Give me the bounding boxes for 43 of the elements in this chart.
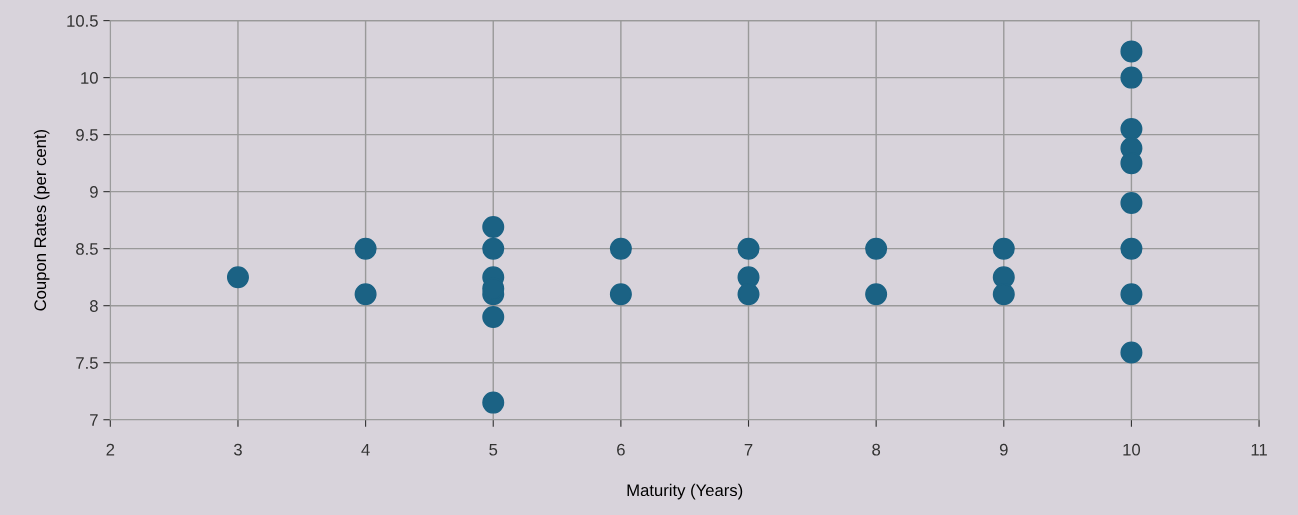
point xyxy=(865,283,888,306)
y-tick-label: 8.5 xyxy=(76,243,98,255)
y-tick-label: 7.5 xyxy=(76,357,98,369)
point xyxy=(1120,341,1143,364)
y-axis-title: Coupon Rates (per cent) xyxy=(33,129,50,311)
point xyxy=(1120,40,1143,63)
x-tick-label: 5 xyxy=(489,443,498,456)
point xyxy=(482,306,505,329)
point xyxy=(1120,237,1143,260)
point xyxy=(1120,66,1143,89)
x-tick-label: 4 xyxy=(361,443,370,456)
point xyxy=(1120,283,1143,306)
x-tick-label: 2 xyxy=(106,443,115,456)
point xyxy=(482,216,505,238)
point xyxy=(482,391,505,414)
y-tick-label: 10 xyxy=(81,72,98,84)
point xyxy=(992,237,1015,260)
x-axis-title: Maturity (Years) xyxy=(627,483,743,500)
x-tick-label: 6 xyxy=(617,443,625,456)
point xyxy=(609,237,632,260)
point xyxy=(609,283,632,306)
point xyxy=(482,237,505,260)
x-tick-label: 10 xyxy=(1123,443,1141,456)
x-tick-label: 8 xyxy=(872,443,881,456)
point xyxy=(1120,117,1143,140)
x-tick-label: 3 xyxy=(233,443,242,456)
y-tick-label: 7 xyxy=(90,414,98,426)
point xyxy=(865,237,888,260)
point xyxy=(1120,152,1143,175)
x-tick-label: 11 xyxy=(1251,443,1267,456)
y-tick-label: 9 xyxy=(90,186,98,198)
point xyxy=(354,283,377,306)
y-tick-label: 8 xyxy=(89,300,98,312)
point xyxy=(992,283,1015,306)
x-tick-label: 7 xyxy=(744,443,753,456)
point xyxy=(737,237,760,260)
x-tick-label: 9 xyxy=(999,443,1008,456)
point xyxy=(737,283,760,306)
y-tick-label: 10.5 xyxy=(67,15,98,27)
point xyxy=(354,237,377,260)
point xyxy=(226,266,249,289)
point xyxy=(1120,192,1143,215)
y-tick-label: 9.5 xyxy=(76,129,98,141)
